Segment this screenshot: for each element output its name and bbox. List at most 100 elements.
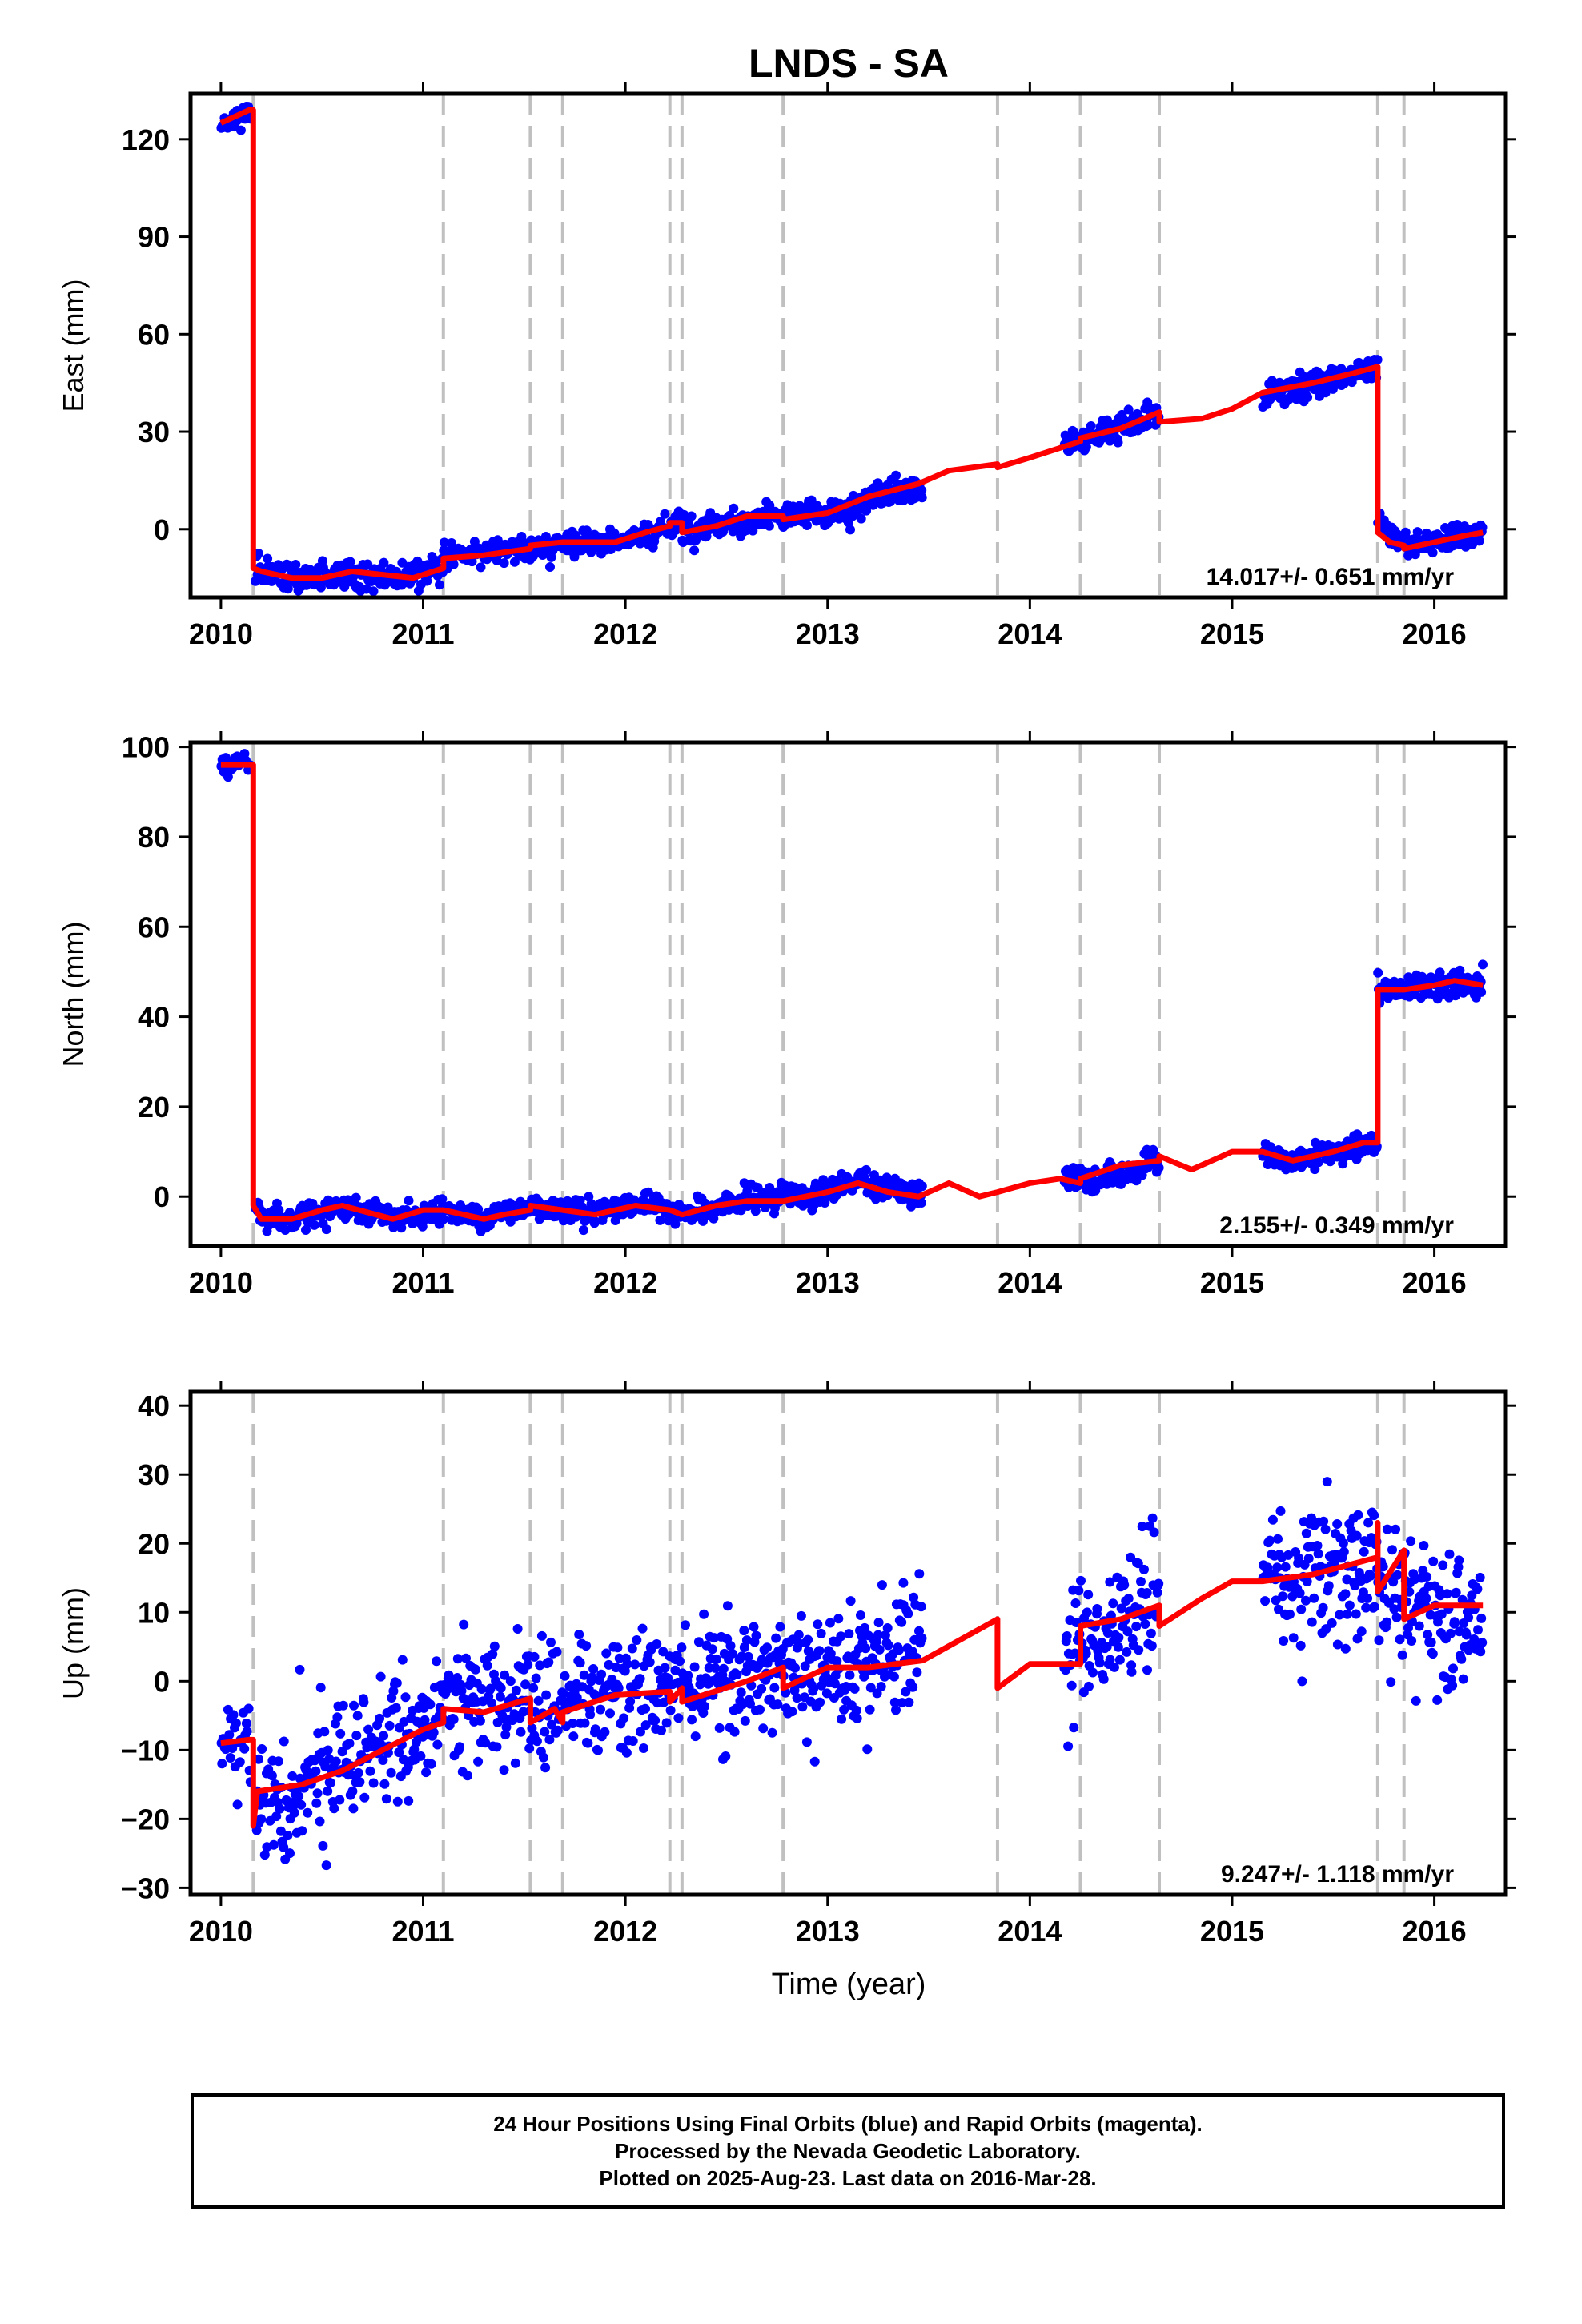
data-point — [1296, 1604, 1307, 1614]
data-point — [579, 1670, 589, 1680]
data-point — [844, 1629, 854, 1639]
data-point — [1070, 1648, 1080, 1659]
data-point — [880, 1630, 890, 1640]
data-point — [632, 1635, 642, 1645]
data-point — [476, 1684, 487, 1694]
data-point — [689, 1662, 700, 1672]
data-point — [1464, 1612, 1474, 1622]
data-point — [1454, 1555, 1464, 1566]
data-point — [590, 1724, 600, 1735]
data-point — [677, 1642, 687, 1653]
data-point — [516, 1727, 526, 1737]
data-point — [325, 1778, 335, 1788]
data-point — [914, 1569, 925, 1579]
data-point — [1414, 1621, 1424, 1631]
data-point — [1076, 1575, 1086, 1586]
plot-frame — [188, 1389, 1508, 1897]
data-points — [216, 102, 1488, 597]
data-point — [670, 1219, 681, 1229]
data-point — [743, 1651, 753, 1662]
data-point — [908, 1682, 918, 1692]
data-point — [349, 1700, 359, 1711]
data-point — [1119, 1580, 1130, 1590]
data-point — [332, 1712, 343, 1723]
data-point — [1342, 1609, 1352, 1619]
x-tick-label: 2016 — [1403, 617, 1467, 650]
data-point — [1303, 392, 1313, 402]
data-point — [1260, 1596, 1271, 1606]
y-tick-label: 40 — [138, 1001, 170, 1034]
data-point — [568, 1731, 579, 1742]
data-point — [755, 1704, 765, 1715]
data-point — [420, 1715, 430, 1725]
data-point — [499, 1765, 509, 1775]
data-point — [1421, 1594, 1431, 1603]
data-point — [254, 1754, 263, 1764]
data-point — [352, 1711, 363, 1721]
data-point — [1102, 1642, 1112, 1652]
data-point — [1426, 1637, 1436, 1647]
data-point — [538, 1752, 548, 1763]
data-point — [227, 1743, 238, 1753]
data-point — [636, 1727, 645, 1737]
data-point — [1327, 1618, 1337, 1628]
data-point — [852, 1713, 862, 1723]
data-point — [1475, 1572, 1485, 1582]
data-point — [861, 1164, 871, 1175]
data-point — [311, 1798, 322, 1808]
y-tick-label: 0 — [154, 1665, 170, 1698]
data-point — [289, 1807, 299, 1818]
data-point — [448, 1714, 459, 1724]
y-tick-label: 20 — [138, 1091, 170, 1124]
data-point — [351, 1731, 362, 1741]
data-point — [1432, 1695, 1443, 1705]
data-point — [652, 1639, 662, 1649]
data-point — [572, 1692, 582, 1703]
y-tick-label: 30 — [138, 1458, 170, 1491]
data-point — [578, 1225, 588, 1236]
data-point — [1444, 1549, 1455, 1559]
data-point — [898, 1578, 909, 1588]
data-point — [729, 503, 739, 513]
data-point — [1461, 1630, 1472, 1640]
data-point — [396, 1223, 407, 1233]
data-point — [845, 525, 855, 535]
y-tick-label: 20 — [138, 1527, 170, 1560]
data-point — [1307, 1617, 1317, 1627]
data-point — [1411, 1695, 1421, 1706]
data-point — [285, 1848, 295, 1859]
data-point — [1295, 1588, 1305, 1598]
data-point — [725, 1641, 736, 1651]
data-point — [444, 1670, 454, 1680]
y-tick-label: −30 — [121, 1872, 170, 1904]
data-point — [1113, 437, 1123, 448]
data-point — [764, 521, 774, 531]
data-point — [797, 1702, 808, 1712]
data-point — [274, 1756, 283, 1767]
data-point — [488, 1649, 498, 1659]
data-point — [532, 1736, 542, 1747]
data-point — [323, 1745, 333, 1755]
data-point — [1301, 1528, 1311, 1538]
data-point — [1149, 1527, 1159, 1538]
data-point — [650, 1715, 661, 1726]
data-point — [311, 1766, 321, 1776]
data-point — [640, 1703, 650, 1714]
data-point — [750, 1206, 761, 1216]
plot-frame — [188, 740, 1508, 1248]
data-point — [625, 1696, 636, 1707]
data-point — [721, 1751, 731, 1761]
data-point — [816, 1628, 826, 1638]
data-point — [1372, 355, 1383, 365]
data-point — [225, 1753, 235, 1763]
data-point — [363, 559, 373, 569]
data-point — [1154, 1578, 1164, 1589]
x-tick-label: 2010 — [189, 1266, 253, 1299]
data-point — [263, 553, 273, 564]
data-point — [235, 125, 246, 135]
data-point — [1387, 1545, 1397, 1555]
data-point — [1446, 1628, 1456, 1638]
data-point — [897, 1698, 907, 1708]
data-point — [486, 1698, 496, 1708]
data-point — [769, 1683, 780, 1693]
